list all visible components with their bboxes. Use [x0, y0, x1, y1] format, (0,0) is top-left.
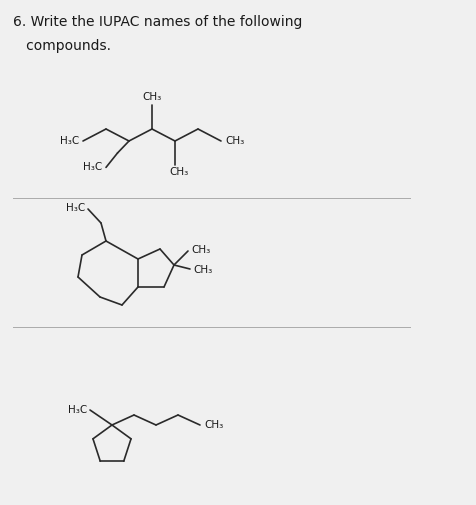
Text: H₃C: H₃C — [66, 203, 85, 213]
Text: compounds.: compounds. — [13, 39, 111, 53]
Text: CH₃: CH₃ — [204, 420, 223, 430]
Text: H₃C: H₃C — [60, 136, 79, 146]
Text: CH₃: CH₃ — [225, 136, 244, 146]
Text: CH₃: CH₃ — [191, 245, 210, 255]
Text: CH₃: CH₃ — [193, 265, 212, 275]
Text: H₃C: H₃C — [68, 405, 87, 415]
Text: CH₃: CH₃ — [142, 92, 162, 103]
Text: H₃C: H₃C — [83, 163, 102, 172]
Text: CH₃: CH₃ — [169, 168, 188, 177]
Text: 6. Write the IUPAC names of the following: 6. Write the IUPAC names of the followin… — [13, 15, 302, 29]
